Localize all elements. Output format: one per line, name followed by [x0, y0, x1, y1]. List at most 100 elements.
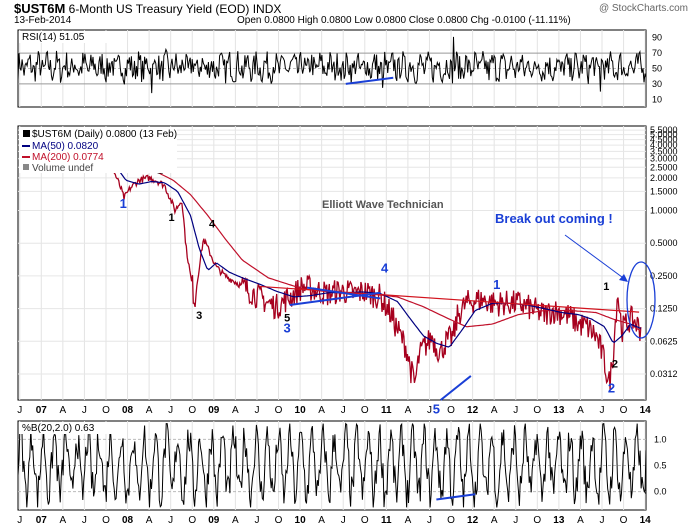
pb-legend-bg	[19, 422, 119, 434]
price-tick-label: 0.2500	[650, 271, 678, 281]
x-tick-label-top: O	[533, 405, 541, 416]
x-tick-label-bottom: 13	[553, 515, 565, 526]
ohlc-readout: Open 0.0800 High 0.0800 Low 0.0800 Close…	[237, 15, 571, 26]
x-tick-label-top: A	[577, 405, 584, 416]
legend-swatch-volume	[23, 164, 29, 170]
x-tick-label-bottom: 08	[122, 515, 134, 526]
x-tick-label-bottom: 09	[208, 515, 220, 526]
x-tick-label-bottom: O	[188, 515, 196, 526]
trendline-1	[289, 291, 381, 306]
x-tick-label-bottom: 11	[381, 515, 392, 526]
rsi-tick-label: 70	[652, 48, 662, 58]
x-tick-label-top: 13	[553, 405, 565, 416]
x-tick-label-top: O	[275, 405, 283, 416]
price-tick-label: 2.5000	[650, 162, 678, 172]
price-tick-label: 5.0000	[650, 130, 678, 140]
wave-label: 5	[433, 402, 440, 417]
price-tick-label: 1.0000	[650, 206, 678, 216]
price-legend-bg	[19, 127, 177, 173]
x-tick-label-bottom: A	[405, 515, 412, 526]
trendline-3	[440, 375, 472, 401]
x-tick-label-bottom: J	[600, 515, 605, 526]
x-tick-label-top: J	[600, 405, 605, 416]
x-tick-label-top: J	[82, 405, 87, 416]
x-tick-label-top: O	[620, 405, 628, 416]
exchange: INDX	[252, 2, 282, 16]
chart-date: 13-Feb-2014	[14, 15, 72, 26]
rsi-divergence-line	[345, 76, 394, 85]
price-tick-label: 4.5000	[650, 135, 678, 145]
x-tick-label-bottom: J	[341, 515, 346, 526]
legend-price: $UST6M (Daily) 0.0800 (13 Feb)	[32, 129, 177, 140]
x-tick-label-top: O	[447, 405, 455, 416]
pb-tick-label: 1.0	[654, 434, 667, 444]
x-tick-label-top: 10	[295, 405, 307, 416]
breakout-note: Break out coming !	[495, 211, 613, 226]
price-line	[25, 129, 642, 390]
breakout-arrow-head	[619, 274, 628, 282]
x-tick-label-top: 09	[208, 405, 220, 416]
x-tick-label-top: A	[318, 405, 325, 416]
wave-label: 4	[381, 260, 389, 275]
x-tick-label-bottom: A	[318, 515, 325, 526]
x-tick-label-bottom: O	[620, 515, 628, 526]
pb-divergence-line	[436, 493, 476, 501]
x-tick-label-bottom: 12	[467, 515, 479, 526]
price-tick-label: 4.0000	[650, 140, 678, 150]
x-tick-label-bottom: 10	[295, 515, 307, 526]
x-tick-label-bottom: J	[427, 515, 432, 526]
ma50-line	[26, 135, 642, 348]
x-tick-label-bottom: J	[82, 515, 87, 526]
x-tick-label-top: O	[361, 405, 369, 416]
pb-tick-label: 0.5	[654, 461, 667, 471]
price-tick-label: 5.5000	[650, 125, 678, 135]
rsi-tick-label: 50	[652, 64, 662, 74]
x-tick-label-top: O	[188, 405, 196, 416]
x-tick-label-bottom: J	[254, 515, 259, 526]
wave-label: 1	[168, 212, 174, 224]
trendline-2	[306, 286, 381, 300]
x-tick-label-top: J	[427, 405, 432, 416]
x-tick-label-bottom: A	[577, 515, 584, 526]
wave-label: 2	[612, 358, 618, 370]
rsi-line	[17, 36, 647, 94]
rsi-tick-label: 90	[652, 33, 662, 43]
price-tick-label: 0.1250	[650, 304, 678, 314]
wave-label: 1	[493, 277, 500, 292]
rsi-legend: RSI(14) 51.05	[22, 32, 85, 43]
instrument-name: 6-Month US Treasury Yield (EOD)	[68, 2, 250, 16]
x-tick-label-bottom: J	[513, 515, 518, 526]
x-tick-label-bottom: A	[232, 515, 239, 526]
breakout-ellipse	[626, 261, 656, 339]
pb-tick-label: 0.0	[654, 487, 667, 497]
x-tick-label-top: 11	[381, 405, 392, 416]
price-tick-label: 3.5000	[650, 146, 678, 156]
x-tick-label-bottom: O	[275, 515, 283, 526]
symbol: $UST6M	[14, 1, 66, 16]
wave-label: 3	[284, 321, 291, 336]
wave-label: 5	[284, 313, 290, 325]
legend-ma50: MA(50) 0.0820	[32, 141, 99, 152]
pb-line	[17, 422, 647, 508]
x-tick-label-top: A	[60, 405, 67, 416]
x-tick-label-top: J	[513, 405, 518, 416]
wave-label: 1	[603, 281, 609, 293]
x-tick-label-bottom: A	[491, 515, 498, 526]
x-tick-label-top: 07	[36, 405, 48, 416]
x-tick-label-bottom: 14	[640, 515, 652, 526]
price-tick-label: 0.0625	[650, 336, 678, 346]
credit: @ StockCharts.com	[598, 3, 688, 14]
x-tick-label-top: 08	[122, 405, 134, 416]
rsi-legend-bg	[19, 31, 115, 43]
legend-ma200: MA(200) 0.0774	[32, 152, 104, 163]
legend-volume: Volume undef	[32, 163, 93, 174]
x-tick-label-top: A	[405, 405, 412, 416]
x-tick-label-bottom: O	[102, 515, 110, 526]
panel-rsi	[17, 29, 647, 108]
price-tick-label: 0.0312	[650, 369, 678, 379]
x-tick-label-top: A	[491, 405, 498, 416]
x-tick-label-top: J	[341, 405, 346, 416]
x-tick-label-bottom: J	[168, 515, 173, 526]
rsi-tick-label: 10	[652, 94, 662, 104]
x-tick-label-bottom: O	[361, 515, 369, 526]
